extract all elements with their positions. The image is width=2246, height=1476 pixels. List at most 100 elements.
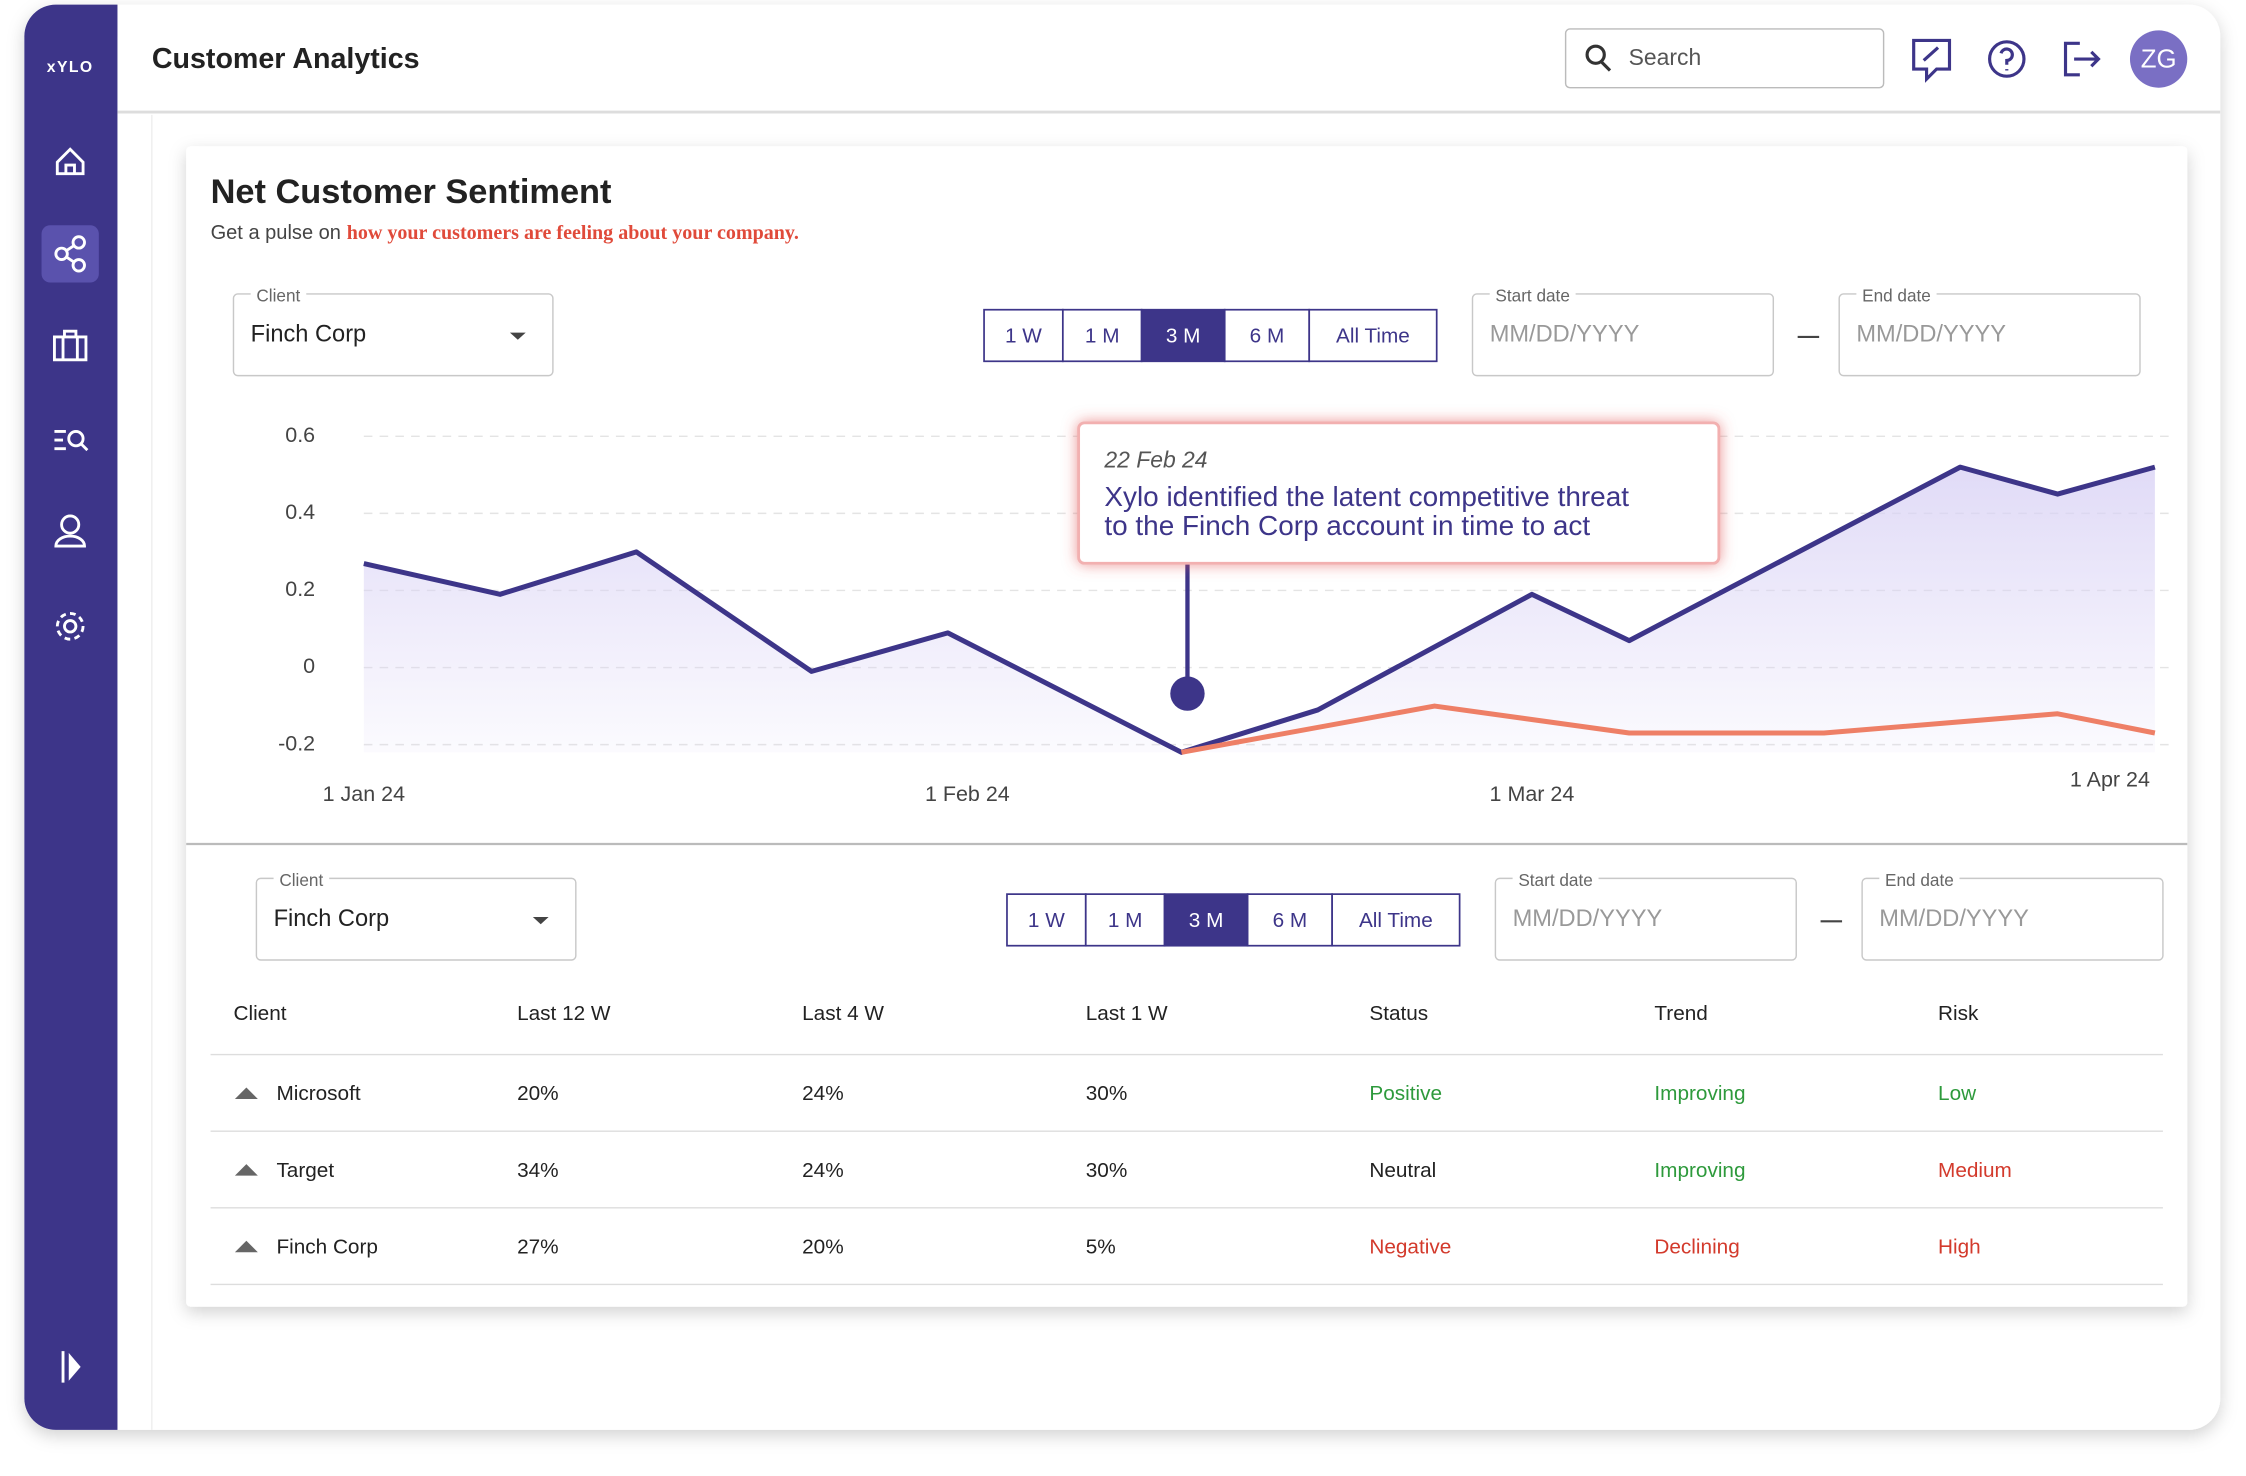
search-icon	[1585, 44, 1612, 72]
range-button[interactable]	[1061, 308, 1143, 363]
dynamic-content: Client Finch Corp Start date MM/DD/YYYY End …	[210, 285, 2175, 1286]
sidebar	[24, 4, 118, 1430]
range-label: 1 M	[1085, 324, 1120, 347]
table-cell: Improving	[1654, 1082, 1745, 1105]
range-button[interactable]	[1331, 893, 1461, 947]
x-tick-label: 1 Feb 24	[925, 782, 1010, 806]
table-cell: 34%	[517, 1159, 559, 1182]
area	[363, 467, 2155, 753]
table-cell: 20%	[517, 1082, 559, 1105]
field-label: End date	[1862, 285, 1931, 305]
callout-date: 22 Feb 24	[1103, 447, 1207, 473]
dropdown-arrow[interactable]	[509, 332, 526, 340]
expand-arrow[interactable]	[234, 1240, 258, 1253]
input-field[interactable]	[255, 877, 577, 961]
collapse-icon[interactable]	[61, 1351, 81, 1383]
field-value: Finch Corp	[274, 906, 390, 932]
column-header: Last 4 W	[802, 1002, 884, 1025]
range-button[interactable]	[983, 308, 1064, 363]
table-cell: Low	[1938, 1082, 1977, 1105]
column-header: Last 1 W	[1086, 1002, 1168, 1025]
subtitle: Get a pulse on how your customers are fee…	[211, 221, 799, 244]
subtitle-highlight: how your customers are feeling about you…	[347, 221, 799, 243]
range-label: 3 M	[1166, 324, 1201, 347]
range-button[interactable]	[1006, 893, 1087, 947]
dropdown-arrow[interactable]	[532, 917, 549, 925]
range-button[interactable]	[1140, 308, 1226, 363]
field-label-bg	[1879, 871, 1960, 889]
table-cell: Microsoft	[276, 1082, 360, 1105]
field-value: MM/DD/YYYY	[1513, 906, 1663, 932]
range-button[interactable]	[1223, 308, 1311, 363]
series-line	[1180, 703, 2156, 755]
logout-icon[interactable]	[2063, 41, 2101, 77]
y-tick-label: 0	[303, 654, 315, 678]
range-label: 1 W	[1005, 324, 1042, 347]
field-label-bg	[1856, 286, 1937, 304]
table-cell: High	[1938, 1235, 1981, 1258]
avatar[interactable]	[2129, 30, 2188, 88]
column-header: Trend	[1654, 1002, 1707, 1025]
column-header: Status	[1369, 1002, 1428, 1025]
table-cell: Negative	[1369, 1235, 1451, 1258]
search-placeholder: Search	[1629, 44, 1702, 70]
subtitle-lead: Get a pulse on	[211, 222, 341, 244]
sidebar-icons	[41, 147, 99, 1383]
y-tick-label: 0.4	[285, 500, 315, 524]
home-icon[interactable]	[55, 147, 85, 176]
range-button[interactable]	[1308, 308, 1438, 363]
field-label-bg	[250, 286, 307, 304]
range-label: 6 M	[1250, 324, 1285, 347]
feedback-icon[interactable]	[1912, 38, 1952, 83]
table-cell: 24%	[802, 1082, 844, 1105]
field-value: MM/DD/YYYY	[1879, 906, 2029, 932]
y-tick-label: -0.2	[278, 731, 315, 755]
field-value: MM/DD/YYYY	[1856, 322, 2006, 348]
callout-text: Xylo identified the latent competitive t…	[1104, 481, 1629, 512]
user-icon[interactable]	[54, 514, 86, 548]
input-field[interactable]	[1494, 877, 1797, 961]
input-field[interactable]	[232, 293, 554, 377]
help-icon[interactable]	[1988, 40, 2026, 78]
x-tick-label: 1 Mar 24	[1490, 782, 1575, 806]
table-cell: 24%	[802, 1159, 844, 1182]
settings-icon[interactable]	[55, 611, 85, 641]
table-cell: 5%	[1086, 1235, 1116, 1258]
field-label-bg	[1489, 286, 1576, 304]
callout-text: to the Finch Corp account in time to act	[1104, 510, 1590, 541]
field-label: Start date	[1495, 285, 1569, 305]
table-cell: Medium	[1938, 1159, 2012, 1182]
active-nav	[41, 225, 99, 283]
field-label-bg	[1512, 871, 1599, 889]
search-box[interactable]	[1564, 28, 1885, 89]
table-cell: Finch Corp	[276, 1235, 377, 1258]
column-header: Client	[233, 1002, 286, 1025]
range-label: 3 M	[1189, 909, 1224, 932]
share-icon[interactable]	[54, 235, 86, 273]
logo: xYLO	[47, 59, 94, 76]
expand-arrow[interactable]	[234, 1164, 258, 1176]
search-list-icon[interactable]	[54, 430, 89, 452]
input-field[interactable]	[1838, 293, 2141, 377]
table-cell: Declining	[1654, 1235, 1739, 1258]
input-field[interactable]	[1471, 293, 1775, 377]
table-cell: Positive	[1369, 1082, 1442, 1105]
y-tick-label: 0.6	[285, 423, 315, 447]
field-value: MM/DD/YYYY	[1490, 322, 1640, 348]
table-cell: Neutral	[1369, 1159, 1436, 1182]
table-cell: Target	[276, 1159, 334, 1182]
field-label: Start date	[1518, 870, 1592, 890]
table-cell: 30%	[1086, 1159, 1128, 1182]
briefcase-icon[interactable]	[52, 329, 88, 362]
table-cell: 20%	[802, 1235, 844, 1258]
expand-arrow[interactable]	[234, 1087, 258, 1099]
field-label: End date	[1885, 870, 1954, 890]
column-header: Risk	[1938, 1002, 1979, 1025]
table-cell: Improving	[1654, 1159, 1745, 1182]
y-tick-label: 0.2	[285, 577, 315, 601]
page-title: Customer Analytics	[152, 43, 420, 75]
field-label: Client	[256, 285, 300, 305]
range-button[interactable]	[1246, 893, 1333, 947]
input-field[interactable]	[1861, 877, 2164, 961]
